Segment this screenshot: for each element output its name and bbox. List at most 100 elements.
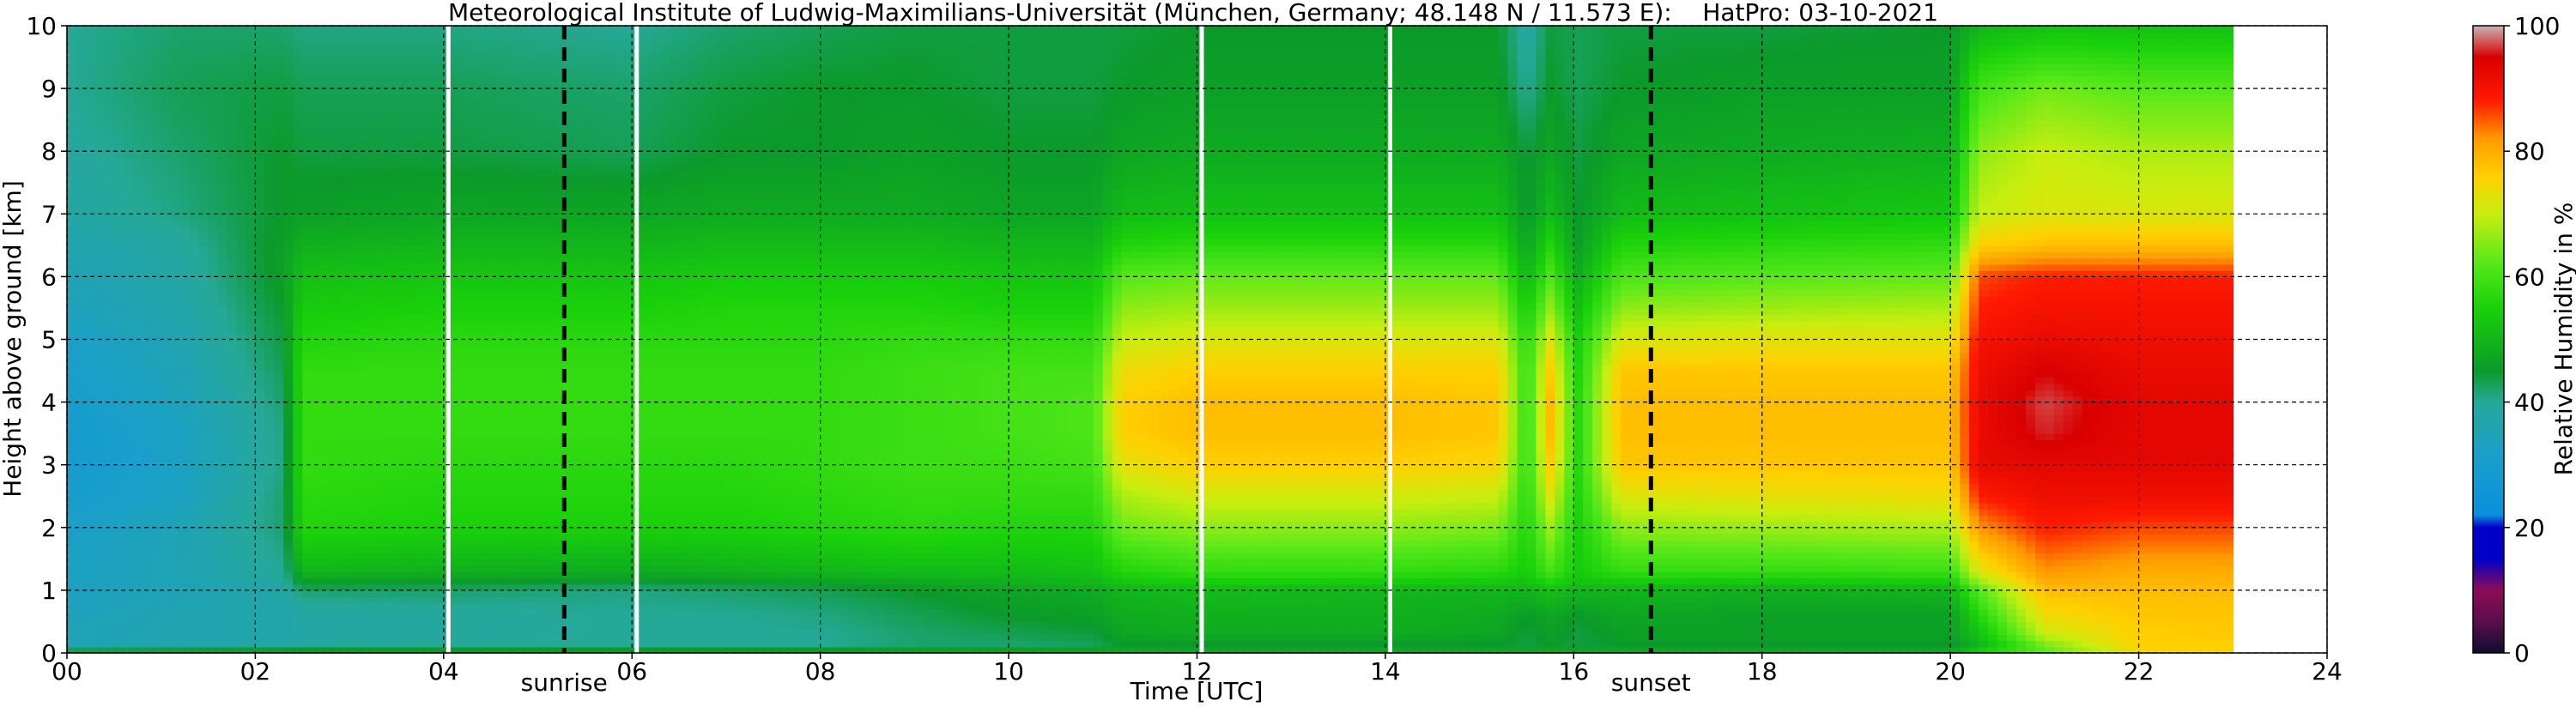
- heatmap-cell: [113, 521, 124, 529]
- heatmap-cell: [198, 352, 209, 360]
- heatmap-cell: [67, 445, 77, 453]
- heatmap-cell: [433, 157, 445, 165]
- heatmap-cell: [151, 44, 162, 52]
- heatmap-cell: [151, 596, 162, 604]
- heatmap-cell: [359, 634, 369, 642]
- heatmap-cell: [378, 138, 388, 146]
- heatmap-cell: [236, 458, 247, 466]
- heatmap-cell: [217, 233, 228, 240]
- heatmap-cell: [415, 559, 426, 566]
- heatmap-cell: [113, 477, 124, 485]
- heatmap-cell: [94, 63, 106, 70]
- heatmap-cell: [368, 326, 379, 334]
- heatmap-cell: [236, 51, 247, 58]
- heatmap-cell: [293, 69, 304, 77]
- heatmap-cell: [132, 295, 143, 303]
- heatmap-cell: [245, 113, 257, 121]
- heatmap-cell: [471, 301, 482, 309]
- heatmap-cell: [340, 125, 350, 134]
- heatmap-cell: [198, 163, 209, 171]
- heatmap-cell: [245, 144, 257, 152]
- heatmap-cell: [500, 189, 511, 196]
- heatmap-cell: [481, 452, 492, 460]
- heatmap-cell: [198, 508, 209, 516]
- heatmap-cell: [179, 489, 191, 498]
- heatmap-cell: [170, 408, 181, 416]
- heatmap-cell: [359, 477, 369, 485]
- heatmap-cell: [132, 214, 143, 221]
- heatmap-cell: [208, 257, 219, 265]
- heatmap-cell: [161, 63, 172, 70]
- heatmap-cell: [76, 559, 87, 566]
- heatmap-cell: [415, 163, 426, 171]
- heatmap-cell: [405, 502, 416, 510]
- heatmap-cell: [518, 364, 530, 372]
- heatmap-cell: [161, 276, 172, 284]
- heatmap-cell: [405, 383, 416, 390]
- heatmap-cell: [481, 371, 492, 378]
- heatmap-cell: [151, 163, 162, 171]
- heatmap-cell: [208, 464, 219, 472]
- heatmap-cell: [142, 408, 153, 416]
- heatmap-cell: [264, 433, 276, 441]
- heatmap-cell: [378, 339, 388, 347]
- heatmap-cell: [330, 396, 341, 403]
- heatmap-cell: [302, 276, 313, 284]
- heatmap-cell: [264, 144, 276, 152]
- heatmap-cell: [321, 596, 331, 604]
- heatmap-cell: [123, 534, 134, 541]
- heatmap-cell: [245, 589, 257, 598]
- heatmap-cell: [217, 320, 228, 328]
- heatmap-cell: [151, 583, 162, 591]
- heatmap-cell: [161, 182, 172, 190]
- heatmap-cell: [359, 107, 369, 115]
- heatmap-cell: [378, 640, 388, 648]
- heatmap-cell: [170, 464, 181, 472]
- heatmap-cell: [170, 634, 181, 642]
- heatmap-cell: [255, 163, 266, 171]
- heatmap-cell: [471, 615, 482, 623]
- heatmap-cell: [471, 182, 482, 190]
- heatmap-cell: [189, 282, 200, 290]
- heatmap-cell: [151, 270, 162, 278]
- heatmap-cell: [94, 301, 106, 309]
- heatmap-cell: [405, 295, 416, 303]
- heatmap-cell: [170, 51, 181, 58]
- heatmap-cell: [245, 132, 257, 140]
- heatmap-cell: [198, 176, 209, 184]
- heatmap-cell: [217, 383, 228, 390]
- heatmap-cell: [245, 402, 257, 409]
- heatmap-cell: [179, 464, 191, 472]
- heatmap-cell: [378, 383, 388, 390]
- heatmap-cell: [76, 627, 87, 635]
- heatmap-cell: [452, 125, 464, 134]
- heatmap-cell: [217, 201, 228, 208]
- heatmap-cell: [113, 602, 124, 610]
- heatmap-cell: [321, 195, 331, 202]
- heatmap-cell: [255, 38, 266, 45]
- heatmap-cell: [387, 163, 397, 171]
- heatmap-cell: [85, 333, 96, 341]
- heatmap-cell: [433, 94, 445, 102]
- heatmap-cell: [340, 144, 350, 152]
- heatmap-cell: [518, 282, 530, 290]
- heatmap-cell: [123, 263, 134, 271]
- heatmap-cell: [208, 295, 219, 303]
- heatmap-cell: [490, 63, 501, 70]
- heatmap-cell: [349, 76, 360, 83]
- heatmap-cell: [142, 627, 153, 635]
- heatmap-cell: [179, 602, 191, 610]
- heatmap-cell: [151, 602, 162, 610]
- heatmap-cell: [293, 320, 304, 328]
- heatmap-cell: [481, 26, 492, 33]
- heatmap-cell: [518, 515, 530, 523]
- heatmap-cell: [368, 107, 379, 115]
- heatmap-cell: [387, 571, 397, 579]
- heatmap-cell: [396, 464, 407, 472]
- heatmap-cell: [312, 26, 323, 33]
- heatmap-cell: [170, 496, 181, 504]
- heatmap-cell: [293, 82, 304, 89]
- heatmap-cell: [481, 276, 492, 284]
- heatmap-cell: [142, 608, 153, 616]
- heatmap-cell: [490, 207, 501, 215]
